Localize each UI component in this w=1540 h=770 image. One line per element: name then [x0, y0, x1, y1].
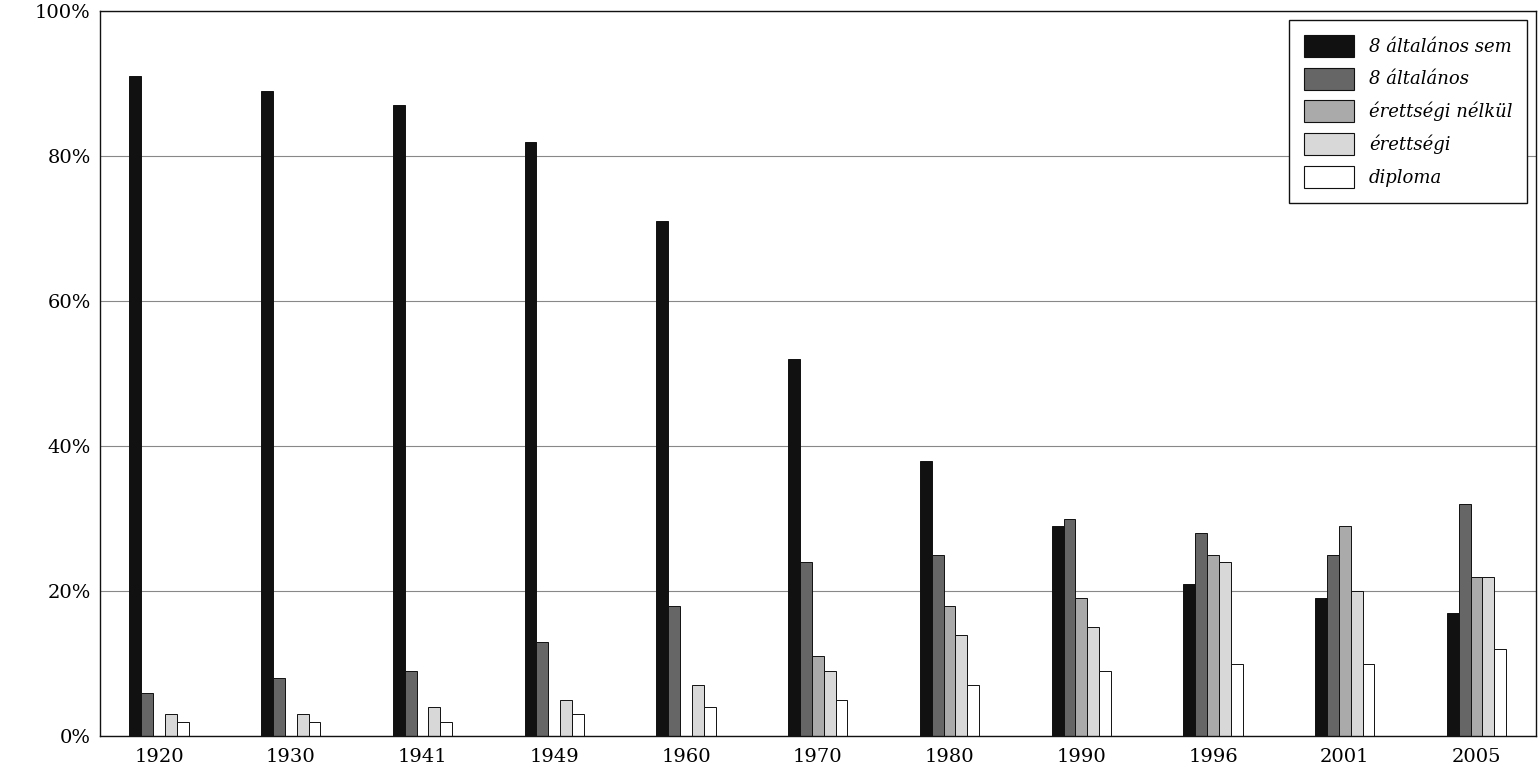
Bar	[129, 76, 142, 736]
Bar	[1100, 671, 1110, 736]
Bar	[812, 656, 824, 736]
Bar	[824, 671, 836, 736]
Bar	[704, 707, 716, 736]
Bar	[1195, 533, 1207, 736]
Bar	[440, 721, 453, 736]
Bar	[967, 685, 979, 736]
Bar	[308, 721, 320, 736]
Bar	[1183, 584, 1195, 736]
Bar	[1327, 555, 1338, 736]
Bar	[788, 359, 799, 736]
Bar	[1230, 664, 1243, 736]
Bar	[932, 555, 944, 736]
Bar	[428, 707, 440, 736]
Bar	[656, 222, 668, 736]
Bar	[1458, 504, 1471, 736]
Bar	[393, 105, 405, 736]
Bar	[1087, 628, 1100, 736]
Bar	[561, 700, 571, 736]
Bar	[297, 715, 308, 736]
Bar	[836, 700, 847, 736]
Bar	[1338, 526, 1351, 736]
Bar	[571, 715, 584, 736]
Bar	[1052, 526, 1064, 736]
Bar	[1351, 591, 1363, 736]
Bar	[165, 715, 177, 736]
Bar	[1220, 562, 1230, 736]
Bar	[1064, 518, 1075, 736]
Bar	[405, 671, 417, 736]
Bar	[668, 605, 681, 736]
Legend: 8 általános sem, 8 általános, érettségi nélkül, érettségi, diploma: 8 általános sem, 8 általános, érettségi …	[1289, 20, 1526, 203]
Bar	[177, 721, 189, 736]
Bar	[1315, 598, 1327, 736]
Bar	[1471, 577, 1483, 736]
Bar	[536, 642, 548, 736]
Bar	[944, 605, 955, 736]
Bar	[262, 91, 273, 736]
Bar	[1363, 664, 1374, 736]
Bar	[1494, 649, 1506, 736]
Bar	[691, 685, 704, 736]
Bar	[919, 460, 932, 736]
Bar	[142, 692, 152, 736]
Bar	[955, 634, 967, 736]
Bar	[1483, 577, 1494, 736]
Bar	[1207, 555, 1220, 736]
Bar	[273, 678, 285, 736]
Bar	[525, 142, 536, 736]
Bar	[1075, 598, 1087, 736]
Bar	[799, 562, 812, 736]
Bar	[1448, 613, 1458, 736]
